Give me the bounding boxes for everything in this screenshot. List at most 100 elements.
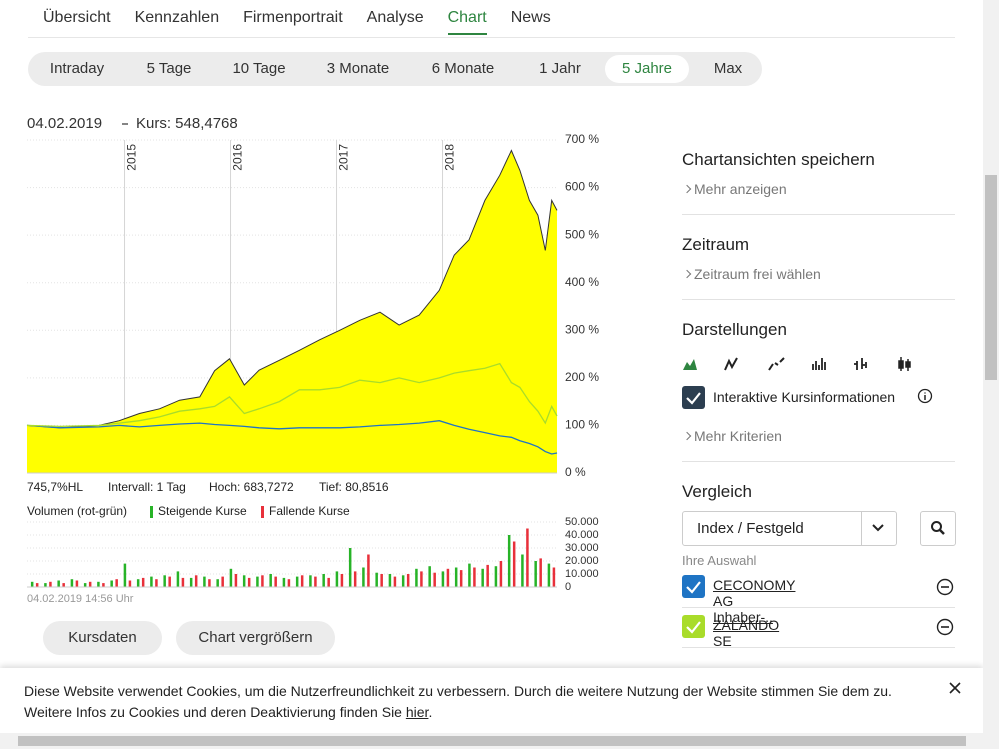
link-row: Mehr anzeigen bbox=[682, 181, 955, 199]
volume-bar bbox=[446, 568, 450, 587]
line bbox=[26, 420, 558, 455]
volume-bar bbox=[256, 576, 259, 587]
checkbox[interactable] bbox=[682, 386, 705, 409]
scroll-thumb[interactable] bbox=[985, 175, 997, 380]
icon-ohlc[interactable] bbox=[812, 358, 826, 370]
divider bbox=[28, 37, 955, 38]
y-tick-label: 400 % bbox=[565, 275, 599, 289]
range-button[interactable]: 3 Monate bbox=[326, 60, 390, 77]
selection-label: Ihre Auswahl bbox=[682, 553, 757, 568]
scrollbar-horizontal[interactable] bbox=[0, 733, 999, 749]
volume-bar bbox=[44, 583, 47, 587]
x-tick-label: 2017 bbox=[337, 144, 351, 171]
y-tick-label: 0 % bbox=[565, 465, 586, 479]
tab[interactable]: Analyse bbox=[366, 9, 424, 26]
volume-bar bbox=[521, 554, 524, 587]
volume-bar bbox=[459, 570, 463, 587]
volume-bar bbox=[406, 574, 410, 587]
chart-type-icons bbox=[683, 357, 911, 371]
x-tick-label: 2016 bbox=[231, 144, 245, 171]
close-button[interactable] bbox=[948, 681, 962, 695]
volume-bar bbox=[552, 567, 556, 587]
chevron bbox=[872, 524, 884, 532]
chart-area: 04.02.2019 Kurs: 548,4768 04.02.2019 14:… bbox=[26, 115, 599, 605]
volume-bar bbox=[88, 581, 92, 587]
volume-bar bbox=[295, 576, 299, 587]
checkbox[interactable] bbox=[682, 575, 705, 598]
chart-date: 04.02.2019 bbox=[27, 115, 102, 132]
volume-bar bbox=[327, 577, 330, 587]
volume-bar bbox=[473, 567, 476, 587]
volume-bar bbox=[203, 576, 206, 587]
volume-bar bbox=[57, 580, 60, 587]
volume-bar bbox=[194, 575, 198, 587]
tab[interactable]: Chart bbox=[447, 9, 487, 35]
remove-button[interactable] bbox=[936, 578, 954, 596]
volume-bar bbox=[155, 579, 158, 587]
info-icon[interactable] bbox=[917, 388, 933, 404]
volume-bar bbox=[388, 574, 392, 587]
comparison-name[interactable]: CECONOMY AG Inhaber-.. bbox=[713, 577, 796, 625]
volume-bar bbox=[375, 572, 378, 587]
x-tick-label: 2018 bbox=[443, 144, 457, 171]
volume-bar bbox=[30, 581, 34, 587]
range-button[interactable]: Intraday bbox=[49, 60, 105, 77]
x-tick-label: 2015 bbox=[125, 144, 139, 171]
select[interactable]: Index / Festgeld bbox=[682, 511, 897, 546]
y-tick-label: 500 % bbox=[565, 227, 599, 241]
range-button[interactable]: 1 Jahr bbox=[539, 60, 581, 77]
volume-bar bbox=[433, 572, 436, 587]
volume-bar bbox=[49, 581, 52, 587]
range-button[interactable]: 5 Jahre bbox=[604, 55, 690, 83]
volume-bar bbox=[274, 576, 277, 587]
range-button[interactable]: 10 Tage bbox=[232, 60, 286, 77]
remove-button[interactable] bbox=[936, 618, 954, 636]
icon-dots[interactable] bbox=[768, 357, 785, 371]
range-button[interactable]: 5 Tage bbox=[146, 60, 192, 77]
icon-candles[interactable] bbox=[898, 357, 911, 371]
volume-bar bbox=[115, 579, 118, 587]
button[interactable]: Chart vergrößern bbox=[176, 621, 335, 655]
search-button[interactable] bbox=[920, 511, 956, 546]
y-tick-label: 40.000 bbox=[565, 529, 599, 541]
button[interactable]: Kursdaten bbox=[43, 621, 162, 655]
volume-bar bbox=[415, 568, 418, 587]
volume-bar bbox=[75, 580, 79, 587]
icon-line[interactable] bbox=[724, 357, 738, 371]
checkbox[interactable] bbox=[682, 615, 705, 638]
range-button[interactable]: Max bbox=[713, 60, 743, 77]
link[interactable]: Mehr Kriterien bbox=[682, 428, 782, 444]
volume-bar bbox=[247, 577, 251, 587]
cookie-link[interactable]: hier bbox=[405, 704, 429, 720]
volume-bar bbox=[216, 579, 219, 587]
volume-bar bbox=[420, 571, 423, 587]
volume-bar bbox=[136, 579, 140, 587]
volume-bar bbox=[494, 566, 498, 587]
scroll-thumb[interactable] bbox=[18, 736, 966, 746]
section-title: Chartansichten speichern bbox=[682, 150, 875, 169]
link[interactable]: Mehr anzeigen bbox=[682, 181, 787, 197]
comparison-name[interactable]: ZALANDO SE bbox=[713, 617, 780, 649]
tab[interactable]: Firmenportrait bbox=[243, 9, 343, 26]
y-tick-label: 10.000 bbox=[565, 568, 599, 580]
legend-swatch bbox=[150, 506, 153, 518]
y-tick-label: 700 % bbox=[565, 132, 599, 146]
volume-bar bbox=[380, 574, 383, 587]
volume-bar bbox=[189, 577, 193, 587]
range-selector: Intraday 5 Tage 10 Tage 3 Monate 6 Monate 1 J… bbox=[28, 52, 762, 86]
volume-bar bbox=[62, 583, 65, 587]
tab[interactable]: Kennzahlen bbox=[134, 9, 220, 26]
tab[interactable]: Übersicht bbox=[43, 9, 111, 26]
volume-bar bbox=[70, 579, 74, 587]
volume-bar bbox=[269, 574, 272, 587]
volume-bar bbox=[141, 577, 145, 587]
icon-hlc[interactable] bbox=[854, 358, 867, 370]
range-button[interactable]: 6 Monate bbox=[431, 60, 495, 77]
icon-area[interactable] bbox=[683, 359, 697, 370]
link[interactable]: Zeitraum frei wählen bbox=[682, 266, 821, 282]
divider bbox=[682, 647, 955, 648]
volume-bar bbox=[102, 583, 105, 587]
tab[interactable]: News bbox=[510, 9, 551, 26]
scrollbar-vertical[interactable] bbox=[983, 0, 999, 733]
